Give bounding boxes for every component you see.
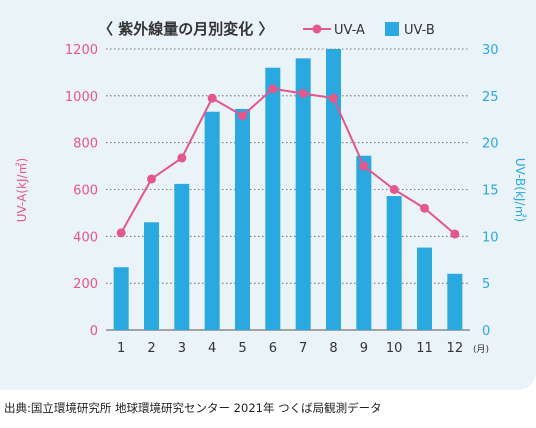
- right-tick-label: 20: [482, 137, 499, 152]
- left-tick-label: 400: [73, 230, 98, 245]
- left-tick-label: 200: [73, 277, 98, 292]
- x-axis-unit: (月): [473, 344, 489, 355]
- uva-point: [389, 185, 399, 194]
- x-tick-label: 11: [416, 341, 433, 356]
- left-axis-label: UV-A(kJ/㎡): [15, 158, 29, 222]
- uvb-bar: [113, 267, 129, 330]
- uvb-bar: [174, 183, 190, 330]
- right-tick-label: 30: [482, 43, 499, 58]
- uvb-bar: [326, 49, 341, 330]
- uvb-bar: [204, 111, 220, 330]
- legend: UV-A UV-B: [303, 22, 435, 38]
- uva-point: [329, 93, 338, 103]
- uvb-bars: [113, 49, 463, 331]
- left-axis-ticks: 0 200 400 600 800 1000 1200: [65, 43, 98, 339]
- uva-point: [298, 88, 308, 98]
- left-tick-label: 1000: [65, 90, 98, 105]
- uvb-bar: [356, 155, 372, 330]
- x-tick-label: 9: [360, 341, 368, 356]
- right-axis-ticks: 0 5 10 15 20 25 30: [482, 43, 499, 339]
- legend-uvb-label: UV-B: [404, 23, 435, 38]
- uva-line: [120, 87, 456, 235]
- left-tick-label: 600: [73, 184, 98, 199]
- right-tick-label: 15: [482, 184, 499, 199]
- chart-title: 〈 紫外線量の月別変化 〉: [98, 20, 273, 38]
- left-tick-label: 800: [73, 137, 98, 152]
- uva-point: [450, 229, 460, 239]
- uva-point: [420, 203, 429, 213]
- x-tick-label: 5: [238, 341, 246, 356]
- uva-point: [177, 153, 187, 163]
- right-tick-label: 25: [482, 90, 499, 105]
- left-tick-label: 0: [90, 324, 98, 339]
- x-tick-label: 7: [299, 341, 307, 356]
- x-axis-ticks: 1 2 3 4 5 6 7 8 9 10 11 12: [117, 341, 463, 356]
- right-tick-label: 10: [482, 230, 499, 245]
- uva-point: [147, 174, 156, 184]
- left-tick-label: 1200: [65, 43, 98, 58]
- gridlines: [106, 48, 470, 331]
- uva-point: [238, 111, 247, 121]
- right-tick-label: 0: [482, 324, 490, 339]
- x-tick-label: 2: [147, 341, 155, 356]
- uva-point: [359, 161, 369, 171]
- x-tick-label: 6: [269, 341, 277, 356]
- legend-uva-label: UV-A: [334, 23, 365, 38]
- uva-point: [207, 93, 217, 103]
- x-tick-label: 1: [117, 341, 125, 356]
- x-tick-label: 10: [386, 341, 403, 356]
- uvb-bar: [144, 222, 159, 330]
- legend-uva-marker: [312, 24, 322, 34]
- uva-point: [116, 228, 126, 238]
- uvb-bar: [265, 67, 281, 330]
- x-tick-label: 12: [447, 341, 464, 356]
- x-tick-label: 3: [178, 341, 186, 356]
- x-tick-label: 8: [329, 341, 337, 356]
- uvb-bar: [417, 247, 432, 330]
- source-note: 出典:国立環境研究所 地球環境研究センター 2021年 つくば局観測データ: [4, 401, 382, 415]
- uva-point: [268, 84, 278, 94]
- uvb-bar: [447, 273, 463, 330]
- uvb-bar: [295, 58, 311, 330]
- uvb-bar: [386, 196, 402, 330]
- uva-line-series: [116, 84, 460, 239]
- x-tick-label: 4: [208, 341, 216, 356]
- right-axis-label: UV-B(kJ/㎡): [513, 158, 527, 222]
- uv-chart: 〈 紫外線量の月別変化 〉 UV-A UV-B 0200400600800100…: [15, 20, 527, 356]
- right-tick-label: 5: [482, 277, 490, 292]
- uvb-bar: [235, 108, 250, 331]
- legend-uvb-swatch: [385, 22, 399, 36]
